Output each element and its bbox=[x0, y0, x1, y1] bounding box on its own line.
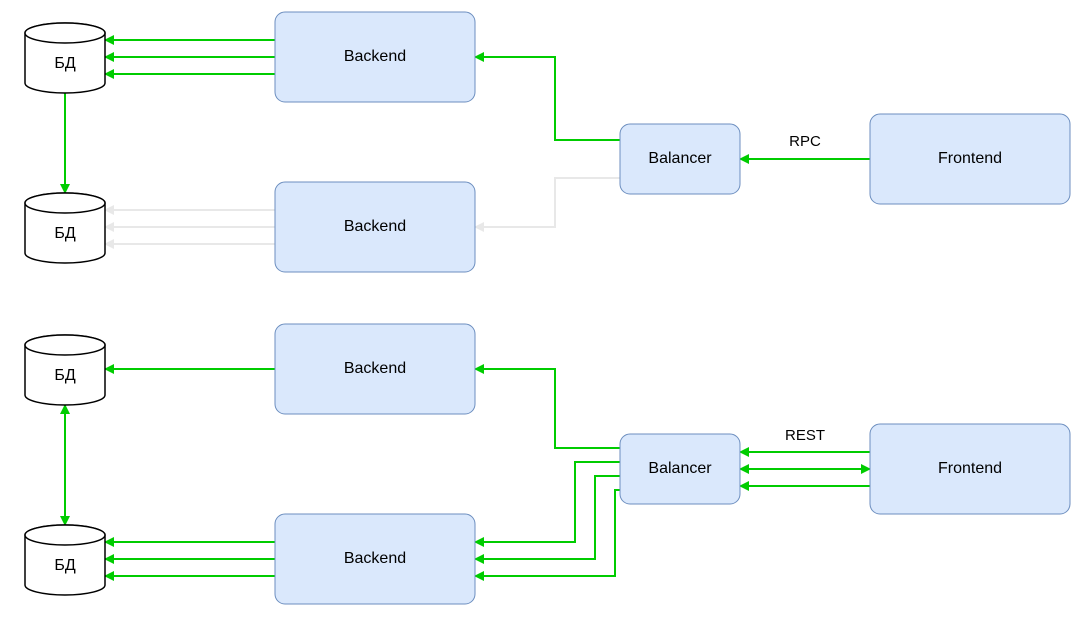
node-label-db4: БД bbox=[54, 557, 76, 574]
edges-layer: RPC REST bbox=[65, 40, 870, 576]
node-label-db1: БД bbox=[54, 55, 76, 72]
edge-balancer2-to-backend4 bbox=[475, 476, 620, 559]
edge-balancer2-to-backend4 bbox=[475, 462, 620, 542]
node-backend2: Backend bbox=[275, 182, 475, 272]
edge-label-rpc: RPC bbox=[789, 133, 821, 150]
edge-balancer1-to-backend2 bbox=[475, 178, 620, 227]
node-label-frontend1: Frontend bbox=[938, 150, 1002, 167]
node-label-backend1: Backend bbox=[344, 48, 406, 65]
node-backend1: Backend bbox=[275, 12, 475, 102]
node-db2: БД bbox=[25, 193, 105, 263]
node-label-backend2: Backend bbox=[344, 218, 406, 235]
node-balancer2: Balancer bbox=[620, 434, 740, 504]
node-db4: БД bbox=[25, 525, 105, 595]
node-db1: БД bbox=[25, 23, 105, 93]
node-label-db2: БД bbox=[54, 225, 76, 242]
node-backend3: Backend bbox=[275, 324, 475, 414]
node-frontend1: Frontend bbox=[870, 114, 1070, 204]
node-label-balancer2: Balancer bbox=[648, 460, 712, 477]
node-label-balancer1: Balancer bbox=[648, 150, 712, 167]
node-label-frontend2: Frontend bbox=[938, 460, 1002, 477]
node-db3: БД bbox=[25, 335, 105, 405]
edge-label-rest: REST bbox=[785, 427, 825, 444]
node-label-backend4: Backend bbox=[344, 550, 406, 567]
node-balancer1: Balancer bbox=[620, 124, 740, 194]
node-backend4: Backend bbox=[275, 514, 475, 604]
edge-balancer2-to-backend4 bbox=[475, 490, 620, 576]
edge-balancer2-to-backend3 bbox=[475, 369, 620, 448]
nodes-layer: БД БД Backend Backend Balancer Frontend БД БД Ba… bbox=[25, 12, 1070, 604]
edge-balancer1-to-backend1 bbox=[475, 57, 620, 140]
node-frontend2: Frontend bbox=[870, 424, 1070, 514]
architecture-diagram: RPC REST БД БД Backend Backend Balancer Fronten… bbox=[0, 0, 1092, 636]
node-label-backend3: Backend bbox=[344, 360, 406, 377]
node-label-db3: БД bbox=[54, 367, 76, 384]
